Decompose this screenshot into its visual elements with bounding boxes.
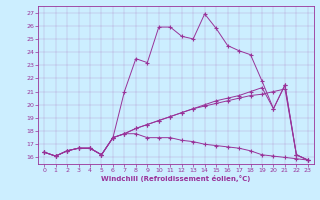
X-axis label: Windchill (Refroidissement éolien,°C): Windchill (Refroidissement éolien,°C) (101, 175, 251, 182)
